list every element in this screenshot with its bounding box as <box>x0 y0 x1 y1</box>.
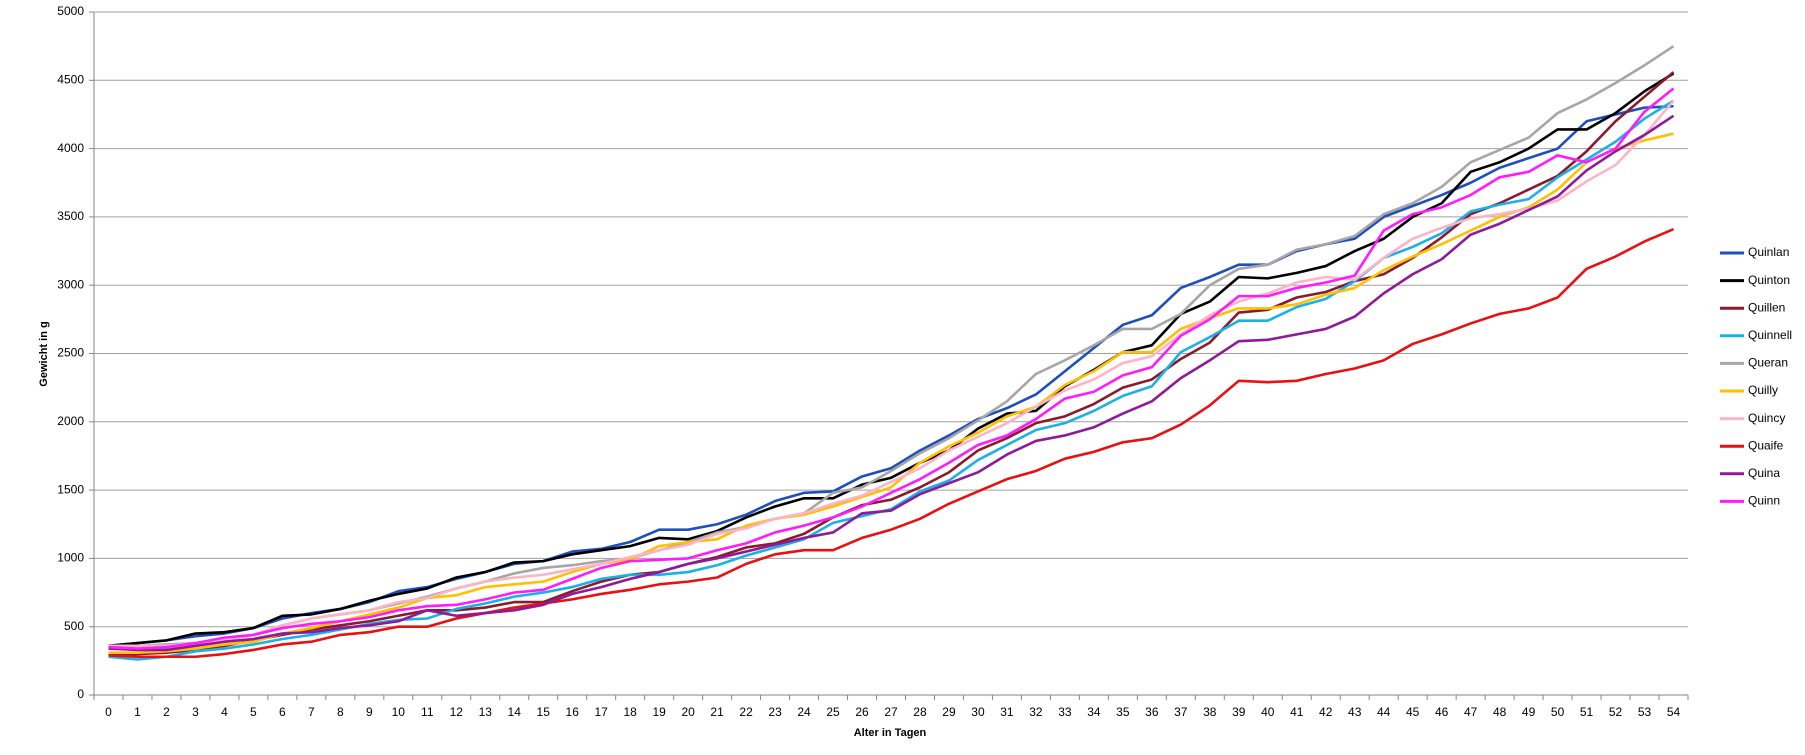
legend-label: Quillen <box>1748 300 1785 314</box>
x-tick-label: 4 <box>221 705 228 719</box>
x-tick-label: 6 <box>279 705 286 719</box>
x-tick-label: 26 <box>855 705 869 719</box>
x-tick-label: 50 <box>1551 705 1565 719</box>
x-tick-label: 0 <box>105 705 112 719</box>
x-tick-label: 11 <box>421 705 434 719</box>
x-tick-label: 29 <box>942 705 956 719</box>
x-tick-label: 37 <box>1174 705 1188 719</box>
x-tick-label: 48 <box>1493 705 1507 719</box>
x-tick-label: 42 <box>1319 705 1333 719</box>
x-tick-label: 14 <box>508 705 522 719</box>
x-tick-label: 8 <box>337 705 344 719</box>
y-axis-title: Gewicht in g <box>38 321 50 386</box>
y-tick-label: 3000 <box>57 277 84 291</box>
y-tick-label: 1500 <box>57 482 84 496</box>
series-line <box>108 45 1675 649</box>
x-tick-label: 38 <box>1203 705 1217 719</box>
x-tick-label: 33 <box>1058 705 1072 719</box>
series-line <box>108 227 1675 659</box>
legend-label: Queran <box>1748 356 1788 370</box>
series-line <box>108 87 1675 650</box>
y-tick-label: 0 <box>77 687 84 701</box>
x-tick-label: 52 <box>1609 705 1623 719</box>
x-tick-label: 30 <box>971 705 985 719</box>
x-tick-label: 22 <box>739 705 753 719</box>
legend-label: Quinn <box>1748 494 1780 508</box>
x-tick-label: 10 <box>392 705 406 719</box>
x-tick-label: 28 <box>913 705 927 719</box>
series-line <box>108 104 1674 648</box>
x-tick-label: 1 <box>134 705 141 719</box>
y-tick-label: 1000 <box>57 551 84 565</box>
series-line <box>108 72 1675 648</box>
x-tick-label: 40 <box>1261 705 1275 719</box>
x-axis-title: Alter in Tagen <box>854 727 927 739</box>
x-tick-label: 49 <box>1522 705 1536 719</box>
x-tick-label: 54 <box>1667 705 1681 719</box>
y-tick-label: 2000 <box>57 414 84 428</box>
x-tick-label: 46 <box>1435 705 1449 719</box>
y-tick-label: 2500 <box>57 346 84 360</box>
legend-label: Quinnell <box>1748 328 1792 342</box>
series-line <box>108 99 1675 661</box>
x-tick-label: 35 <box>1116 705 1130 719</box>
x-tick-label: 20 <box>681 705 695 719</box>
x-tick-label: 5 <box>250 705 257 719</box>
x-tick-label: 17 <box>595 705 609 719</box>
x-tick-label: 9 <box>366 705 373 719</box>
y-tick-label: 5000 <box>57 4 84 18</box>
x-tick-label: 31 <box>1000 705 1014 719</box>
y-tick-label: 4500 <box>57 72 84 86</box>
legend-label: Quinton <box>1748 273 1790 287</box>
x-tick-label: 45 <box>1406 705 1420 719</box>
legend-label: Quilly <box>1748 383 1778 397</box>
x-tick-label: 39 <box>1232 705 1246 719</box>
legend-label: Quinlan <box>1748 245 1789 259</box>
series-line <box>108 99 1675 648</box>
y-tick-label: 3500 <box>57 209 84 223</box>
series-line <box>108 114 1675 652</box>
x-tick-label: 2 <box>163 705 170 719</box>
x-tick-label: 24 <box>797 705 811 719</box>
legend-label: Quaife <box>1748 438 1784 452</box>
x-tick-label: 12 <box>450 705 464 719</box>
x-tick-label: 41 <box>1290 705 1304 719</box>
x-tick-label: 16 <box>566 705 580 719</box>
x-tick-label: 13 <box>479 705 493 719</box>
x-tick-label: 18 <box>623 705 637 719</box>
series-line <box>108 132 1674 654</box>
x-tick-label: 21 <box>710 705 724 719</box>
x-tick-label: 25 <box>826 705 840 719</box>
x-tick-label: 15 <box>537 705 551 719</box>
x-tick-label: 19 <box>652 705 666 719</box>
x-tick-label: 47 <box>1464 705 1478 719</box>
x-tick-label: 34 <box>1087 705 1101 719</box>
x-tick-label: 32 <box>1029 705 1043 719</box>
x-tick-label: 36 <box>1145 705 1159 719</box>
x-tick-label: 27 <box>884 705 898 719</box>
y-tick-label: 500 <box>64 619 84 633</box>
legend-label: Quincy <box>1748 411 1785 425</box>
x-tick-label: 53 <box>1638 705 1652 719</box>
x-tick-label: 7 <box>308 705 315 719</box>
x-tick-label: 43 <box>1348 705 1362 719</box>
legend-label: Quina <box>1748 466 1780 480</box>
x-tick-label: 51 <box>1580 705 1594 719</box>
x-tick-label: 3 <box>192 705 199 719</box>
x-tick-label: 23 <box>768 705 782 719</box>
series-line <box>108 71 1675 657</box>
y-tick-label: 4000 <box>57 141 84 155</box>
x-tick-label: 44 <box>1377 705 1391 719</box>
